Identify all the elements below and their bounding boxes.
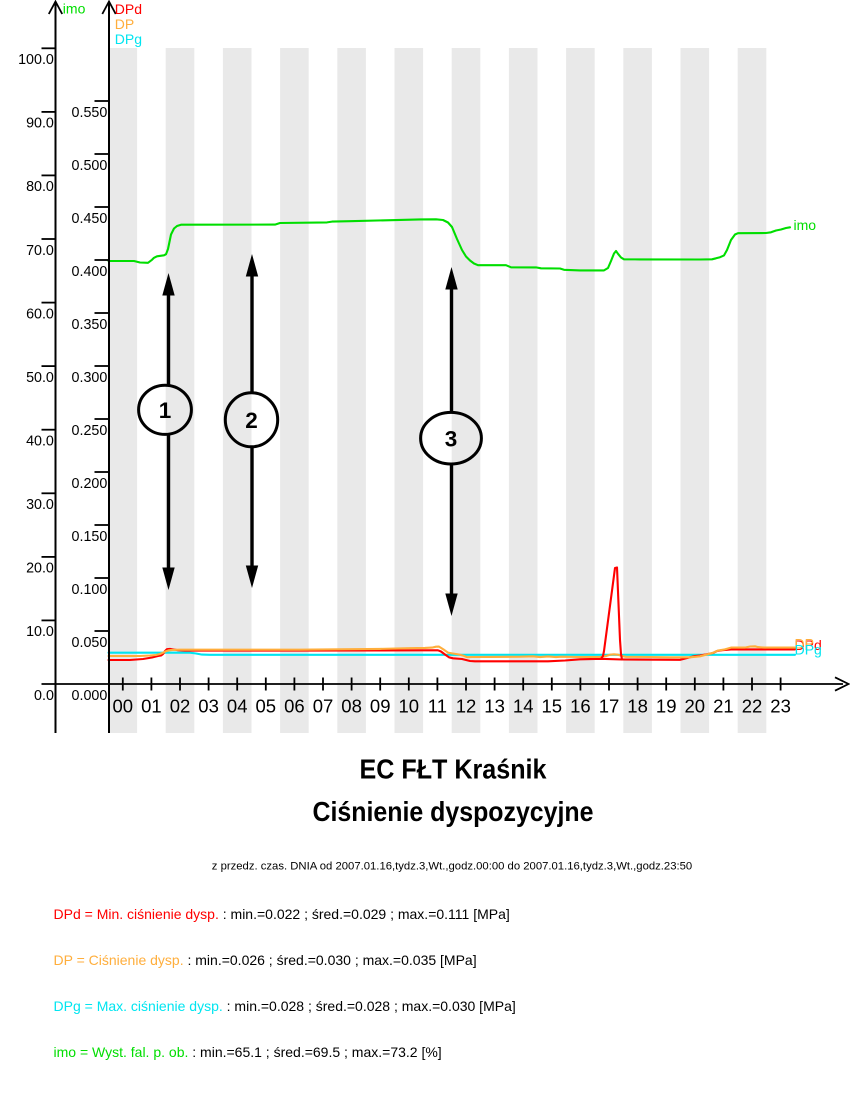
svg-text:10: 10 (399, 696, 420, 717)
svg-text:19: 19 (656, 696, 677, 717)
svg-text:20: 20 (685, 696, 706, 717)
svg-text:03: 03 (198, 696, 219, 717)
svg-text:40.0: 40.0 (26, 434, 54, 450)
svg-text:30.0: 30.0 (26, 497, 54, 513)
svg-text:90.0: 90.0 (26, 116, 54, 132)
svg-text:15: 15 (542, 696, 563, 717)
svg-text:20.0: 20.0 (26, 561, 54, 577)
svg-text:z przedz. czas. DNIA od 2007.0: z przedz. czas. DNIA od 2007.01.16,tydz.… (212, 861, 692, 873)
svg-text:60.0: 60.0 (26, 306, 54, 322)
svg-text:0.300: 0.300 (72, 370, 108, 386)
svg-text:0.500: 0.500 (72, 158, 108, 174)
svg-text:17: 17 (599, 696, 620, 717)
svg-text:EC FŁT Kraśnik: EC FŁT Kraśnik (360, 754, 547, 785)
svg-text:07: 07 (313, 696, 334, 717)
svg-text:23: 23 (770, 696, 791, 717)
svg-text:0.450: 0.450 (72, 211, 108, 227)
svg-text:0.200: 0.200 (72, 476, 108, 492)
svg-text:10.0: 10.0 (26, 624, 54, 640)
svg-text:05: 05 (256, 696, 277, 717)
svg-text:14: 14 (513, 696, 534, 717)
svg-text:DP: DP (795, 636, 814, 652)
svg-text:09: 09 (370, 696, 391, 717)
svg-text:DPd: DPd (115, 1, 142, 17)
svg-text:0.0: 0.0 (34, 688, 54, 704)
svg-text:01: 01 (141, 696, 162, 717)
svg-text:DP: DP (115, 16, 134, 32)
svg-text:06: 06 (284, 696, 305, 717)
svg-text:13: 13 (484, 696, 505, 717)
svg-text:imo: imo (794, 217, 817, 233)
svg-text:DP = Ciśnienie dysp. : min.=0.: DP = Ciśnienie dysp. : min.=0.026 ; śred… (54, 952, 477, 968)
svg-text:0.150: 0.150 (72, 529, 108, 545)
svg-text:16: 16 (570, 696, 591, 717)
svg-text:DPg: DPg (115, 31, 142, 47)
svg-text:11: 11 (428, 696, 447, 717)
svg-text:0.250: 0.250 (72, 423, 108, 439)
svg-text:04: 04 (227, 696, 248, 717)
svg-text:1: 1 (159, 398, 172, 423)
svg-text:3: 3 (445, 426, 458, 451)
svg-text:DPg: DPg (795, 642, 822, 658)
svg-text:0.400: 0.400 (72, 264, 108, 280)
svg-text:2: 2 (245, 408, 258, 433)
svg-text:imo = Wyst. fal. p. ob. : min.: imo = Wyst. fal. p. ob. : min.=65.1 ; śr… (54, 1044, 442, 1060)
svg-text:DPd = Min. ciśnienie dysp. : m: DPd = Min. ciśnienie dysp. : min.=0.022 … (54, 906, 510, 922)
svg-text:80.0: 80.0 (26, 179, 54, 195)
svg-text:DPg = Max. ciśnienie dysp. : m: DPg = Max. ciśnienie dysp. : min.=0.028 … (54, 998, 516, 1014)
svg-text:21: 21 (713, 696, 734, 717)
svg-text:08: 08 (341, 696, 362, 717)
svg-text:50.0: 50.0 (26, 370, 54, 386)
svg-text:0.100: 0.100 (72, 582, 108, 598)
svg-text:00: 00 (113, 696, 134, 717)
svg-text:18: 18 (627, 696, 648, 717)
svg-text:100.0: 100.0 (18, 52, 54, 68)
svg-text:0.050: 0.050 (72, 635, 108, 651)
svg-text:0.350: 0.350 (72, 317, 108, 333)
svg-text:70.0: 70.0 (26, 243, 54, 259)
svg-text:0.000: 0.000 (72, 688, 108, 704)
svg-text:12: 12 (456, 696, 477, 717)
svg-text:0.550: 0.550 (72, 105, 108, 121)
svg-text:02: 02 (170, 696, 191, 717)
svg-text:DPd: DPd (795, 637, 822, 653)
svg-text:imo: imo (63, 1, 86, 17)
svg-text:22: 22 (742, 696, 763, 717)
svg-text:Ciśnienie dyspozycyjne: Ciśnienie dyspozycyjne (313, 796, 594, 827)
